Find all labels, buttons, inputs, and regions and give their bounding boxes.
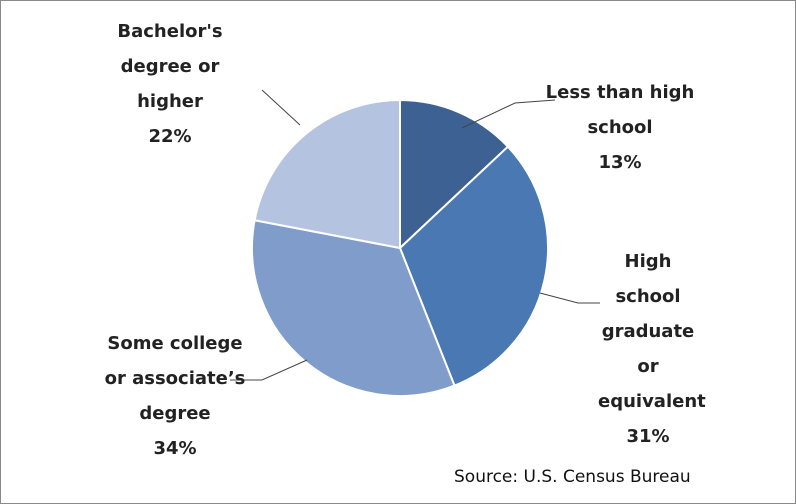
value-label: 31% (626, 426, 670, 447)
pie-slice (253, 98, 401, 250)
category-label: High school graduate or equivalent (598, 251, 706, 412)
category-label: Bachelor's degree or higher (117, 21, 223, 112)
leader-line (230, 359, 308, 381)
slice-label: Less than high school 13% (545, 75, 695, 180)
slice-label: Some college or associate’s degree 34% (100, 326, 250, 466)
slice-label: Bachelor's degree or higher 22% (100, 14, 240, 154)
leader-line (539, 292, 600, 304)
pie-slice (398, 145, 549, 387)
category-label: Some college or associate’s degree (104, 333, 246, 424)
leader-line (461, 99, 556, 129)
value-label: 13% (598, 152, 642, 173)
source-note: Source: U.S. Census Bureau (454, 467, 691, 487)
slice-label: High school graduate or equivalent 31% (598, 244, 706, 454)
value-label: 22% (148, 126, 192, 147)
pie-slice (399, 98, 510, 251)
leader-line (261, 89, 301, 126)
category-label: Less than high school (545, 82, 695, 138)
leader-lines (230, 89, 600, 381)
pie-slice (251, 219, 456, 397)
value-label: 34% (153, 438, 197, 459)
